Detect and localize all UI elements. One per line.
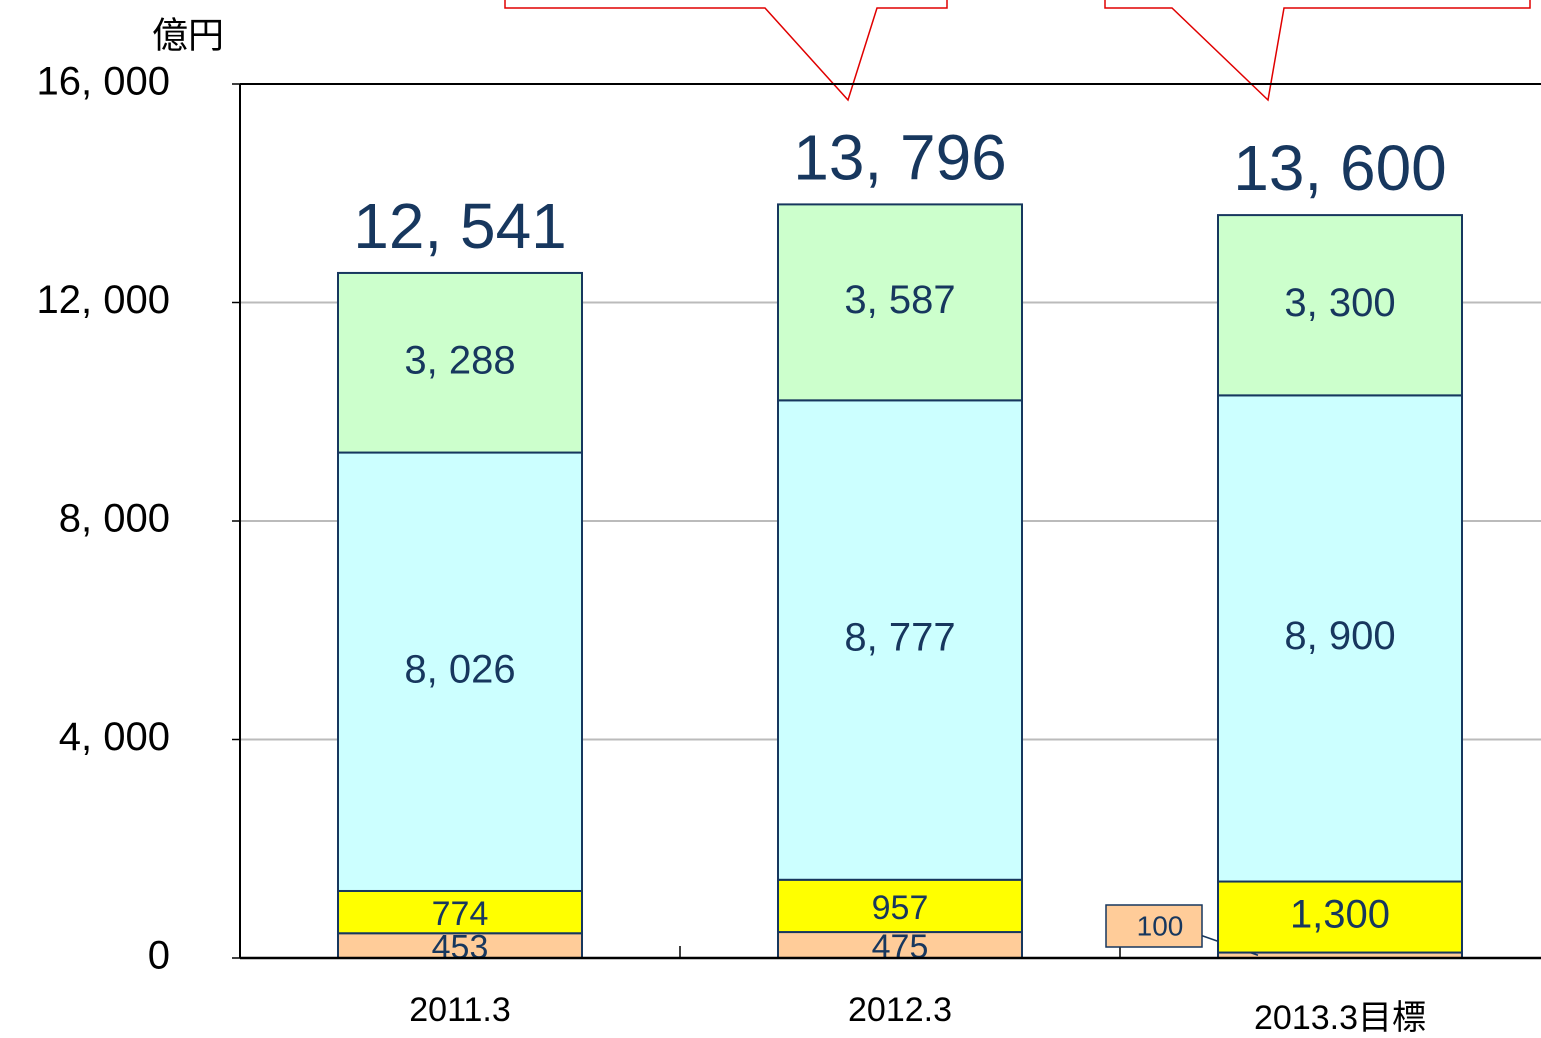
segment-label: 957: [872, 889, 929, 927]
callout: [504, 0, 1531, 102]
bar-segment: [777, 399, 1023, 881]
bar-segment: [337, 932, 583, 960]
bar-segment: [337, 451, 583, 892]
segment-label: 8, 026: [404, 647, 515, 691]
callout-box: [504, 0, 948, 102]
bar-segment: [777, 931, 1023, 959]
segment-label: 3, 288: [404, 338, 515, 382]
segment-label: 774: [432, 895, 489, 933]
bar-segment: [1217, 394, 1463, 883]
callout-box: [1104, 0, 1531, 102]
segment-label: 475: [872, 928, 929, 966]
label-box: [1105, 904, 1203, 948]
bar-segment: [337, 889, 583, 935]
bar-segment: [1217, 880, 1463, 954]
segment-label: 8, 777: [844, 616, 955, 660]
x-tick-label: 2012.3: [848, 991, 952, 1029]
total-label: 12, 541: [353, 190, 567, 262]
segment-label: 1,300: [1290, 893, 1390, 937]
x-tick-label: 2011.3: [409, 991, 510, 1029]
total-label: 13, 796: [793, 121, 1007, 193]
y-tick-label: 8, 000: [59, 497, 170, 541]
bar-segment: [777, 878, 1023, 934]
bar-segment: [1217, 214, 1463, 397]
bar-segment: [337, 271, 583, 454]
y-tick-label: 12, 000: [37, 278, 170, 322]
bar-segment: [777, 203, 1023, 402]
y-tick-label: 0: [148, 934, 170, 978]
total-label: 13, 600: [1233, 132, 1447, 204]
y-axis-label: 億円: [152, 15, 224, 56]
segment-label: 3, 300: [1284, 281, 1395, 325]
x-tick-label: 2013.3目標: [1254, 999, 1426, 1037]
y-tick-label: 4, 000: [59, 715, 170, 759]
segment-label: 3, 587: [844, 278, 955, 322]
segment-label: 100: [1137, 910, 1184, 941]
segment-label: 453: [432, 929, 489, 967]
segment-label: 8, 900: [1284, 614, 1395, 658]
y-tick-label: 16, 000: [37, 60, 170, 104]
